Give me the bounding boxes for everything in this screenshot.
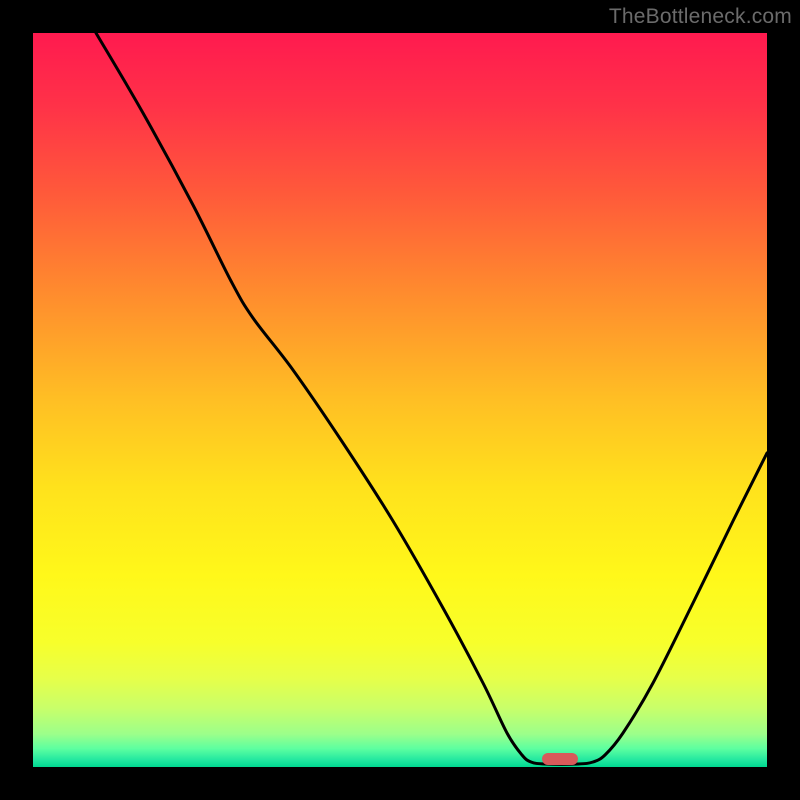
gradient-background xyxy=(33,33,767,767)
chart-frame: TheBottleneck.com xyxy=(0,0,800,800)
plot-area xyxy=(33,33,767,767)
watermark-text: TheBottleneck.com xyxy=(609,5,792,29)
chart-svg xyxy=(33,33,767,767)
optimal-marker xyxy=(542,753,578,765)
